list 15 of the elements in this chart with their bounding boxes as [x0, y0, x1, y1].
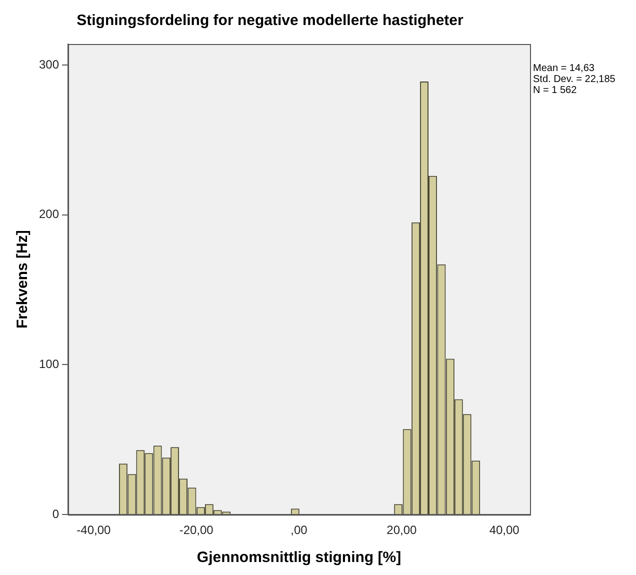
y-tick-label: 300 — [38, 57, 60, 72]
y-tick-label: 100 — [38, 357, 60, 372]
y-tick-label: 200 — [38, 207, 60, 222]
chart-title: Stigningsfordeling for negative modellerte hastigheter — [76, 12, 464, 30]
x-tick-label: 20,00 — [386, 523, 418, 538]
text: N = 1 562 — [533, 85, 578, 96]
y-axis-title: Frekvens [Hz] — [14, 230, 32, 328]
x-tick-label: ,00 — [290, 523, 308, 538]
x-axis-title: Gjennomsnittlig stigning [%] — [196, 549, 402, 566]
y-tick-label: 0 — [52, 506, 60, 521]
x-tick-label: -40,00 — [76, 523, 112, 538]
x-tick-label: -20,00 — [179, 523, 214, 538]
text: Std. Dev. = 22,185 — [533, 74, 616, 85]
text: Mean = 14,63 — [533, 63, 596, 74]
x-tick-label: 40,00 — [489, 523, 520, 538]
